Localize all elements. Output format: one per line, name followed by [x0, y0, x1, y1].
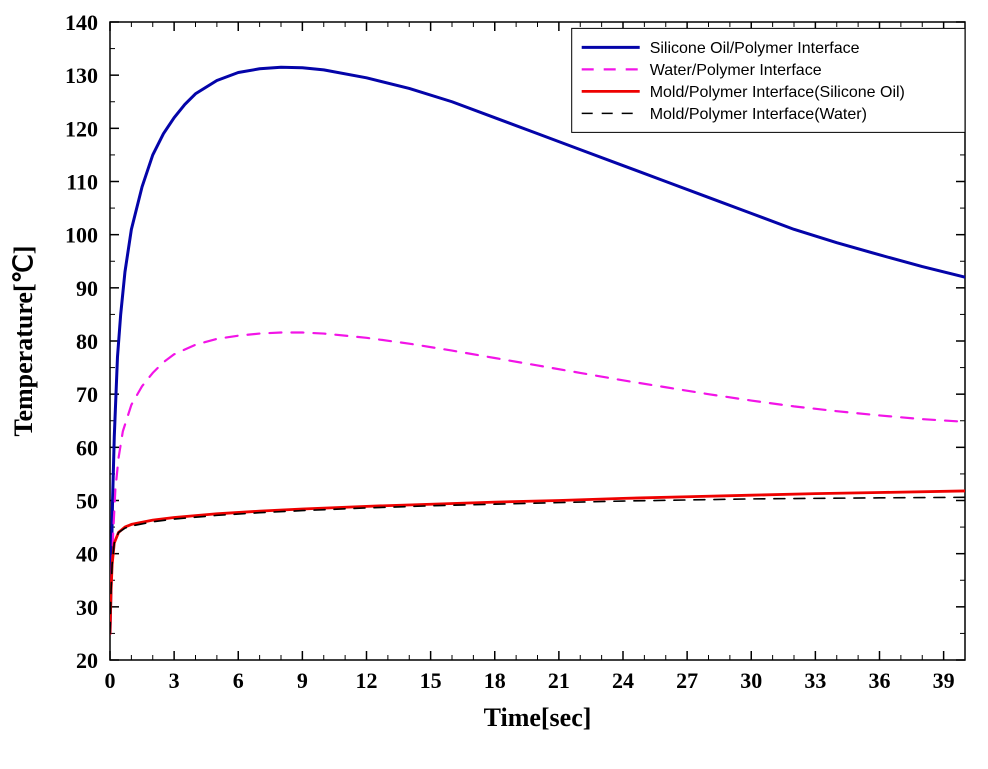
x-tick-label: 9	[297, 668, 308, 693]
y-tick-label: 40	[76, 542, 98, 567]
legend-label: Mold/Polymer Interface(Silicone Oil)	[650, 84, 905, 101]
legend-label: Mold/Polymer Interface(Water)	[650, 106, 867, 123]
y-tick-label: 100	[65, 223, 98, 248]
y-axis-title: Temperature[℃]	[9, 246, 38, 437]
y-tick-label: 120	[65, 116, 98, 141]
y-tick-label: 110	[66, 170, 98, 195]
y-tick-label: 60	[76, 435, 98, 460]
x-tick-label: 24	[612, 668, 634, 693]
x-tick-label: 39	[933, 668, 955, 693]
x-tick-label: 18	[484, 668, 506, 693]
x-tick-label: 0	[105, 668, 116, 693]
y-tick-label: 90	[76, 276, 98, 301]
y-tick-label: 80	[76, 329, 98, 354]
x-tick-label: 12	[356, 668, 378, 693]
chart-container: 0369121518212427303336392030405060708090…	[0, 0, 988, 769]
x-tick-label: 15	[420, 668, 442, 693]
y-tick-label: 50	[76, 489, 98, 514]
x-tick-label: 36	[869, 668, 891, 693]
x-tick-label: 30	[740, 668, 762, 693]
x-tick-label: 27	[676, 668, 698, 693]
y-tick-label: 130	[65, 63, 98, 88]
chart-svg: 0369121518212427303336392030405060708090…	[0, 0, 988, 769]
x-tick-label: 33	[804, 668, 826, 693]
x-tick-label: 3	[169, 668, 180, 693]
x-tick-label: 21	[548, 668, 570, 693]
x-tick-label: 6	[233, 668, 244, 693]
y-tick-label: 20	[76, 648, 98, 673]
x-axis-title: Time[sec]	[484, 703, 592, 732]
legend-label: Water/Polymer Interface	[650, 62, 822, 79]
y-tick-label: 140	[65, 10, 98, 35]
legend-label: Silicone Oil/Polymer Interface	[650, 40, 860, 57]
y-tick-label: 70	[76, 382, 98, 407]
y-tick-label: 30	[76, 595, 98, 620]
